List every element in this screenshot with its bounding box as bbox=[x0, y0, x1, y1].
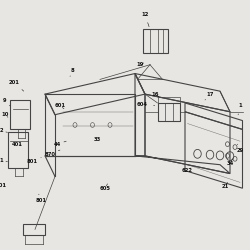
Text: 1: 1 bbox=[0, 158, 8, 163]
Text: 801: 801 bbox=[27, 157, 41, 164]
Text: 401: 401 bbox=[12, 142, 22, 146]
Text: 870: 870 bbox=[44, 150, 60, 157]
Text: 622: 622 bbox=[182, 168, 193, 173]
Text: 201: 201 bbox=[8, 80, 24, 91]
Text: 33: 33 bbox=[94, 137, 101, 142]
Text: 17: 17 bbox=[205, 92, 214, 100]
Text: 44: 44 bbox=[54, 141, 66, 146]
Text: 10: 10 bbox=[1, 112, 9, 117]
Text: 29: 29 bbox=[236, 144, 244, 152]
Text: 34: 34 bbox=[226, 159, 234, 166]
Text: 9: 9 bbox=[3, 98, 10, 106]
Text: 801: 801 bbox=[36, 194, 47, 202]
Text: 605: 605 bbox=[100, 184, 110, 191]
Text: 8: 8 bbox=[70, 68, 74, 76]
Text: 2: 2 bbox=[0, 128, 8, 134]
Text: 604: 604 bbox=[137, 102, 155, 107]
Text: 21: 21 bbox=[221, 182, 229, 189]
Text: 16: 16 bbox=[151, 92, 159, 97]
Text: 19: 19 bbox=[136, 62, 144, 67]
Text: 12: 12 bbox=[141, 12, 149, 27]
Text: 601: 601 bbox=[54, 104, 66, 109]
Text: 601: 601 bbox=[0, 183, 7, 188]
Text: 1: 1 bbox=[238, 104, 242, 115]
